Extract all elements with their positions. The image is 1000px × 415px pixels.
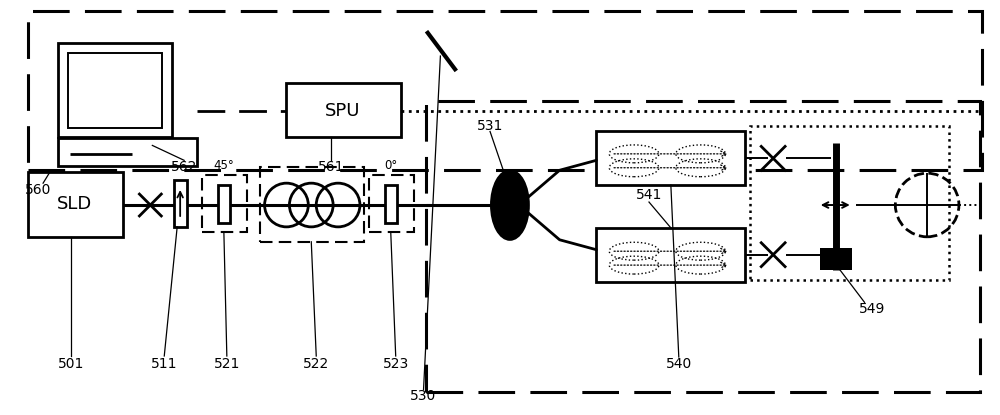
- Text: 531: 531: [477, 119, 503, 132]
- Text: SLD: SLD: [57, 195, 92, 213]
- Text: 501: 501: [58, 357, 84, 371]
- Text: 561: 561: [318, 160, 344, 174]
- Bar: [28, 172, 123, 237]
- Bar: [28, 11, 982, 170]
- Text: 511: 511: [151, 357, 178, 371]
- Bar: [369, 175, 414, 232]
- Bar: [202, 175, 247, 232]
- Bar: [218, 185, 230, 223]
- Bar: [596, 228, 745, 283]
- Bar: [174, 180, 187, 227]
- Ellipse shape: [491, 170, 529, 240]
- Text: 521: 521: [214, 357, 240, 371]
- Text: 522: 522: [303, 357, 329, 371]
- Text: 540: 540: [666, 357, 692, 371]
- Text: 549: 549: [859, 302, 886, 316]
- Bar: [68, 53, 162, 127]
- Bar: [58, 43, 172, 137]
- Text: 530: 530: [410, 389, 437, 403]
- Text: SPU: SPU: [325, 102, 361, 120]
- Bar: [820, 248, 852, 270]
- Text: 562: 562: [171, 160, 197, 174]
- Bar: [260, 167, 364, 242]
- Text: 541: 541: [636, 188, 662, 202]
- Text: 45°: 45°: [213, 159, 234, 172]
- Bar: [750, 126, 949, 280]
- Text: 0°: 0°: [384, 159, 397, 172]
- Text: 523: 523: [383, 357, 409, 371]
- Text: 560: 560: [25, 183, 51, 197]
- Bar: [385, 185, 397, 223]
- Bar: [58, 139, 197, 166]
- Bar: [596, 131, 745, 185]
- Bar: [286, 83, 401, 137]
- Bar: [426, 101, 980, 392]
